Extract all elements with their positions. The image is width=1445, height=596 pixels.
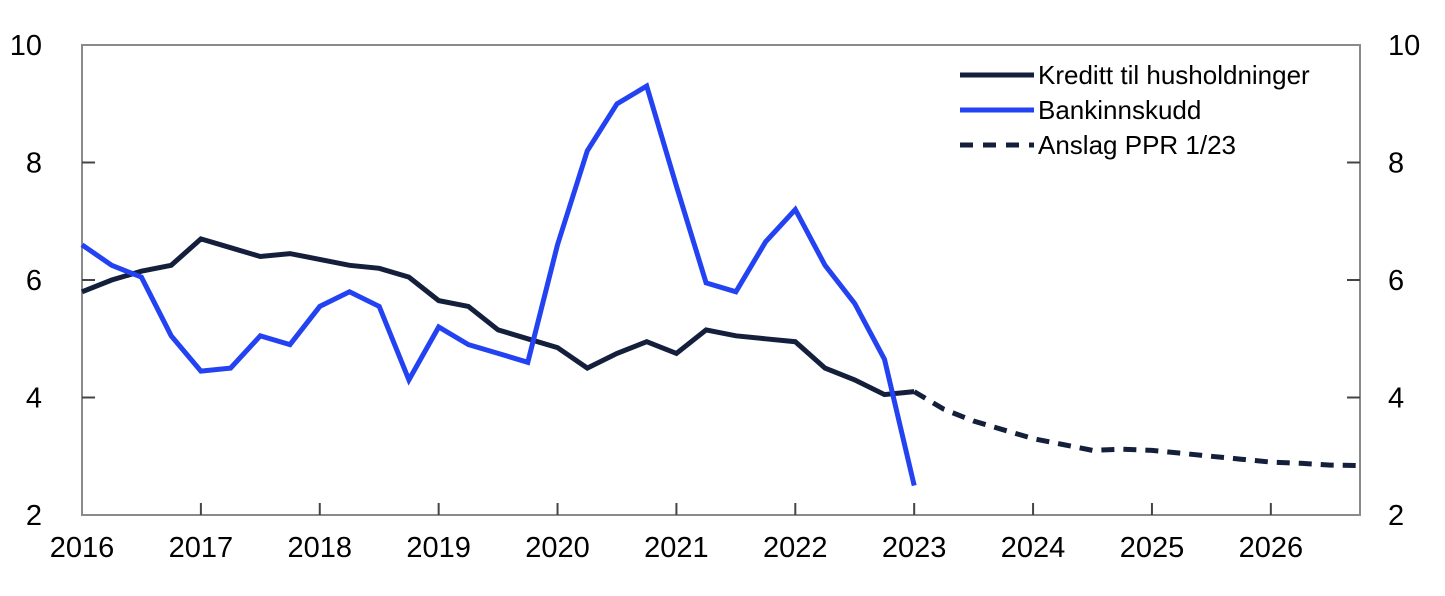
x-tick-label: 2021 <box>644 532 709 564</box>
x-tick-label: 2018 <box>288 532 353 564</box>
legend-item: Anslag PPR 1/23 <box>958 130 1310 160</box>
x-tick-label: 2023 <box>882 532 947 564</box>
x-tick-label: 2019 <box>406 532 471 564</box>
legend-label: Bankinnskudd <box>1038 95 1202 125</box>
legend-dashed-line-sample <box>960 142 1034 148</box>
x-tick-label: 2020 <box>525 532 590 564</box>
x-tick-label: 2016 <box>50 532 115 564</box>
x-tick-label: 2017 <box>169 532 234 564</box>
y-tick-label-right: 2 <box>1388 500 1404 532</box>
x-tick-label: 2022 <box>763 532 828 564</box>
y-tick-label-left: 4 <box>26 383 42 415</box>
legend-label: Kreditt til husholdninger <box>1038 60 1310 90</box>
y-tick-label-left: 6 <box>26 265 42 297</box>
y-tick-label-left: 2 <box>26 500 42 532</box>
series-line-bankinnskudd <box>80 82 917 487</box>
y-tick-label-right: 6 <box>1388 265 1404 297</box>
legend-line-sample <box>960 107 1034 113</box>
y-tick-label-right: 10 <box>1388 30 1420 62</box>
x-tick-label: 2024 <box>1001 532 1066 564</box>
legend-item: Bankinnskudd <box>958 95 1310 125</box>
x-tick-label: 2026 <box>1239 532 1304 564</box>
legend: Kreditt til husholdninger Bankinnskudd Ans… <box>958 60 1310 160</box>
series-line-anslag-ppr-1-23 <box>912 389 1361 469</box>
x-tick-label: 2025 <box>1120 532 1185 564</box>
y-tick-label-left: 8 <box>26 148 42 180</box>
y-tick-label-right: 8 <box>1388 148 1404 180</box>
y-tick-label-right: 4 <box>1388 383 1404 415</box>
legend-label: Anslag PPR 1/23 <box>1038 130 1237 160</box>
legend-line-sample <box>960 72 1034 78</box>
legend-item: Kreditt til husholdninger <box>958 60 1310 90</box>
y-tick-label-left: 10 <box>10 30 42 62</box>
series-line-kreditt-til-husholdninger <box>81 236 915 398</box>
